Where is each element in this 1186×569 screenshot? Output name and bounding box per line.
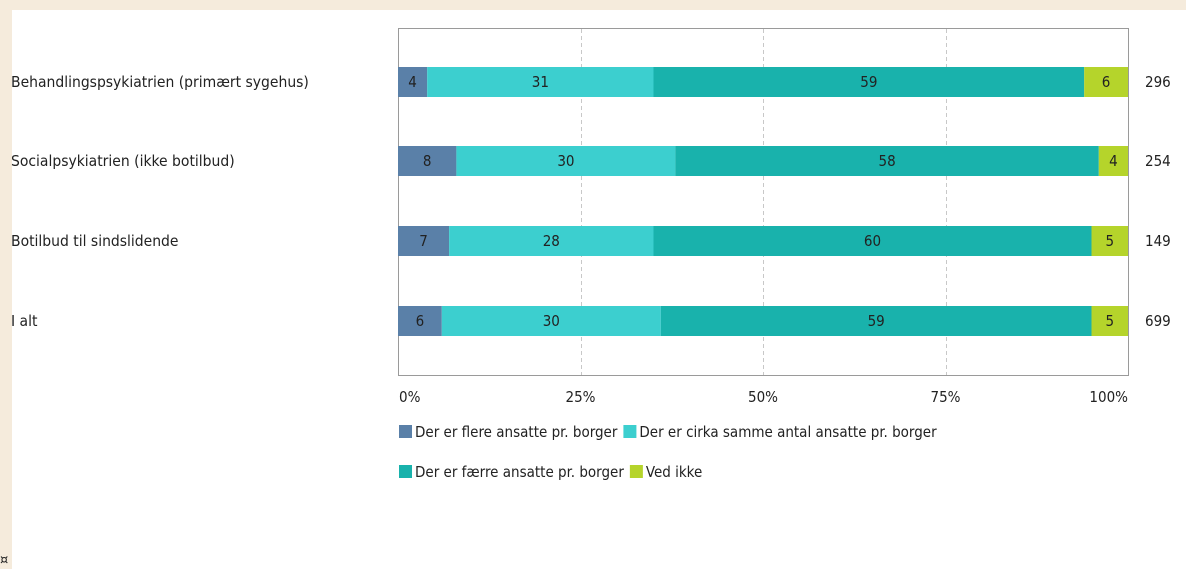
bar-segment [398,306,442,336]
category-label: I alt [11,312,38,330]
legend-swatch [399,425,412,438]
bar-segment [1091,306,1128,336]
total-label: 296 [1145,73,1171,91]
category-label: Botilbud til sindslidende [11,232,179,250]
value-label: 6 [1102,73,1111,91]
value-label: 58 [879,152,896,170]
legend: Der er flere ansatte pr. borger Der er ci… [399,423,937,481]
bar-segment [456,146,676,176]
bar-segment [653,67,1085,97]
total-labels: 296 254 149 699 [1145,73,1171,330]
total-label: 699 [1145,312,1171,330]
x-tick-label: 50% [748,388,778,406]
bar-segment [1091,226,1128,256]
x-tick-label: 100% [1089,388,1128,406]
value-label: 5 [1105,232,1114,250]
legend-label: Ved ikke [646,463,702,481]
bar-segment [1084,67,1128,97]
bar-segment [660,306,1092,336]
footnote-symbol: ¤ [0,553,9,568]
value-label: 28 [543,232,560,250]
category-labels: Behandlingspsykiatrien (primært sygehus)… [11,73,309,330]
bars: 4 31 59 6 8 30 58 4 7 28 60 5 6 30 59 5 [398,67,1128,336]
value-label: 30 [543,312,560,330]
total-label: 149 [1145,232,1171,250]
value-label: 31 [532,73,549,91]
bar-segment [441,306,661,336]
legend-swatch [399,465,412,478]
x-tick-label: 0% [399,388,421,406]
bar-segment [427,67,654,97]
bar-segment [1098,146,1128,176]
chart-panel [12,10,1186,569]
value-label: 59 [860,73,877,91]
value-label: 59 [868,312,885,330]
bar-segment [449,226,654,256]
value-label: 5 [1105,312,1114,330]
bar-segment [653,226,1092,256]
bar-segment [398,146,457,176]
bar-segment [675,146,1099,176]
x-tick-label: 75% [931,388,961,406]
value-label: 4 [1109,152,1118,170]
plot-area [398,28,1129,376]
value-label: 6 [416,312,425,330]
category-label: Behandlingspsykiatrien (primært sygehus) [11,73,309,91]
legend-label: Der er cirka samme antal ansatte pr. bor… [639,423,937,441]
category-label: Socialpsykiatrien (ikke botilbud) [11,152,235,170]
x-tick-label: 25% [566,388,596,406]
bar-segment [398,67,428,97]
value-label: 30 [557,152,574,170]
value-label: 7 [419,232,428,250]
value-label: 60 [864,232,881,250]
bar-segment [398,226,450,256]
value-label: 8 [423,152,432,170]
x-tick-labels: 0% 25% 50% 75% 100% [399,388,1128,406]
value-label: 4 [408,73,417,91]
legend-label: Der er flere ansatte pr. borger [415,423,618,441]
legend-label: Der er færre ansatte pr. borger [415,463,624,481]
total-label: 254 [1145,152,1171,170]
legend-swatch [623,425,637,438]
legend-swatch [629,465,643,478]
